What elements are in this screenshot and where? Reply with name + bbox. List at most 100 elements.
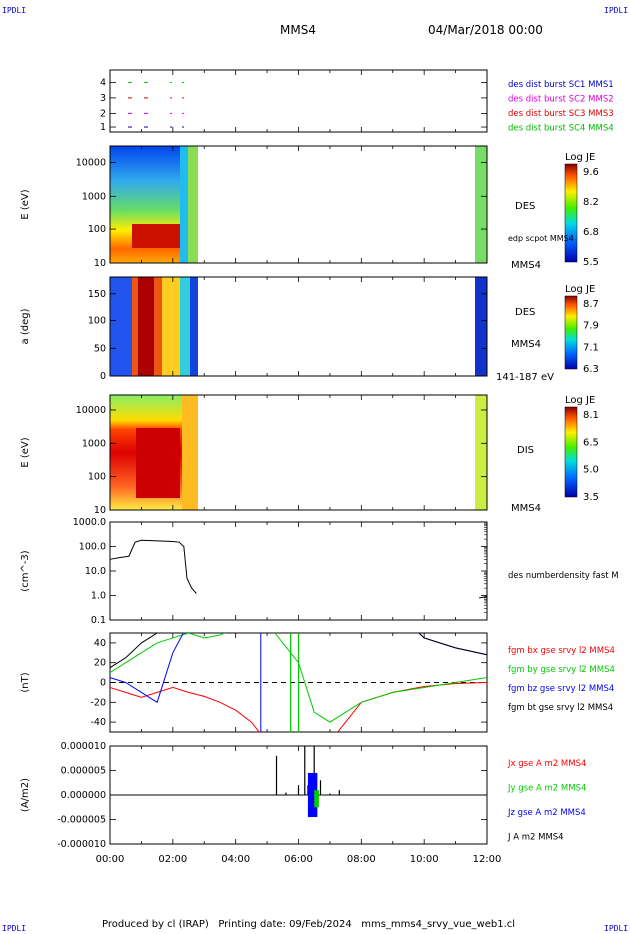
current-jz-burst (307, 772, 318, 818)
bfield-series-line (110, 633, 487, 723)
density-frame (109, 521, 488, 621)
dis-energy-ylabel: E (eV) (20, 437, 31, 467)
bfield-legend-entry: fgm bx gse srvy l2 MMS4 (508, 646, 615, 656)
bfield-series-line (110, 633, 487, 669)
des-energy-side-label: DES (515, 201, 535, 212)
des-energy-side-sub: edp scpot MMS4 (508, 234, 574, 243)
des-pitch-panel (109, 276, 488, 377)
bfield-legend-entry: fgm bz gse srvy l2 MMS4 (508, 684, 614, 694)
dis-energy-colorbar-tick: 5.0 (583, 465, 599, 476)
des-pitch-colorbar-tick: 6.3 (583, 364, 599, 375)
des-pitch-colorbar-title: Log JE (565, 284, 595, 295)
time-tick-label: 00:00 (96, 854, 125, 865)
y-tick-label: 100 (88, 472, 106, 483)
y-tick-label: 10 (94, 505, 106, 516)
y-tick-label: 1000.0 (73, 517, 106, 528)
availability-legend-entry: des dist burst SC2 MMS2 (508, 95, 614, 105)
bfield-legend-entry: fgm bt gse srvy l2 MMS4 (508, 703, 613, 713)
current-legend-entry: Jx gse A m2 MMS4 (507, 759, 586, 769)
y-tick-label: 100.0 (79, 542, 106, 553)
des-energy-side-bottom: MMS4 (511, 260, 541, 271)
corner-label-top-left: IPDLI (2, 6, 27, 15)
density-legend-entry: des numberdensity fast M (508, 571, 619, 581)
des-pitch-side-sub: MMS4 (511, 339, 541, 350)
y-tick-label: 0.000010 (61, 741, 106, 752)
des-energy-colorbar (564, 163, 578, 263)
dis-energy-colorbar-tick: 3.5 (583, 492, 599, 503)
y-tick-label: 2 (100, 108, 106, 119)
y-tick-label: 0.1 (91, 615, 106, 626)
des-pitch-spectrogram-d (162, 277, 180, 376)
availability-legend-entry: des dist burst SC3 MMS3 (508, 109, 614, 119)
des-energy-spectrogram-right (475, 146, 487, 263)
y-tick-label: 1 (100, 122, 106, 133)
y-tick-label: 0 (100, 371, 106, 382)
dis-energy-side-label: DIS (517, 445, 534, 456)
date-title: 04/Mar/2018 00:00 (428, 23, 543, 37)
dis-energy-spectrogram-c (182, 395, 198, 510)
des-pitch-spectrogram-c (138, 277, 154, 376)
des-energy-spectrogram-mid (180, 146, 188, 263)
corner-label-bottom-right: IPDLI (604, 924, 629, 933)
corner-label-top-right: IPDLI (604, 6, 629, 15)
time-tick-label: 08:00 (347, 854, 376, 865)
des-pitch-colorbar-tick: 7.9 (583, 321, 599, 332)
des-pitch-side-bottom: 141-187 eV (496, 372, 554, 383)
availability-frame (109, 69, 488, 133)
availability-panel (109, 69, 488, 133)
density-series-line (109, 539, 197, 594)
dis-energy-colorbar-tick: 8.1 (583, 410, 599, 421)
des-energy-hot-band (132, 224, 180, 248)
des-pitch-spectrogram-f (190, 277, 198, 376)
des-energy-panel (109, 145, 488, 264)
des-pitch-spectrogram-a (110, 277, 132, 376)
des-energy-colorbar-tick: 5.5 (583, 257, 599, 268)
current-legend-entry: J A m2 MMS4 (507, 833, 564, 843)
y-tick-label: -0.000005 (57, 815, 106, 826)
y-tick-label: 50 (94, 343, 106, 354)
y-tick-label: 150 (88, 289, 106, 300)
spacecraft-title: MMS4 (280, 23, 316, 37)
des-pitch-colorbar-tick: 8.7 (583, 299, 599, 310)
bfield-ylabel: (nT) (20, 672, 31, 692)
current-ylabel: (A/m2) (20, 778, 31, 812)
time-tick-label: 06:00 (284, 854, 313, 865)
y-tick-label: 20 (94, 658, 106, 669)
y-tick-label: 3 (100, 93, 106, 104)
y-tick-label: 4 (100, 77, 106, 88)
dis-energy-colorbar-tick: 6.5 (583, 437, 599, 448)
des-pitch-spectrogram-e (180, 277, 190, 376)
colorbars (564, 163, 578, 498)
y-tick-label: 1000 (82, 191, 106, 202)
y-tick-label: 10.0 (85, 566, 106, 577)
des-pitch-ylabel: a (deg) (20, 308, 31, 344)
dis-energy-colorbar-title: Log JE (565, 395, 595, 406)
availability-legend-entry: des dist burst SC1 MMS1 (508, 80, 614, 90)
dis-energy-spectrogram-core (136, 428, 180, 498)
density-panel (109, 521, 488, 621)
dis-energy-colorbar (564, 406, 578, 498)
dis-energy-panel (109, 394, 488, 511)
time-tick-label: 04:00 (221, 854, 250, 865)
des-energy-colorbar-title: Log JE (565, 152, 595, 163)
time-tick-label: 10:00 (410, 854, 439, 865)
y-tick-label: -0.000010 (57, 839, 106, 850)
des-pitch-side-label: DES (515, 307, 535, 318)
current-legend-entry: Jy gse A m2 MMS4 (507, 784, 586, 794)
availability-legend-entry: des dist burst SC4 MMS4 (508, 124, 614, 134)
y-tick-label: 1000 (82, 438, 106, 449)
des-energy-spectrogram-end (188, 146, 198, 263)
time-tick-label: 12:00 (473, 854, 502, 865)
des-energy-colorbar-tick: 8.2 (583, 197, 599, 208)
current-legend-entry: Jz gse A m2 MMS4 (507, 808, 586, 818)
bfield-legend-entry: fgm by gse srvy l2 MMS4 (508, 665, 615, 675)
y-tick-label: 0.000000 (61, 790, 106, 801)
dis-energy-spectrogram-right (475, 395, 487, 510)
des-pitch-colorbar (564, 295, 578, 370)
y-tick-label: 10 (94, 258, 106, 269)
footer-text: Produced by cl (IRAP) Printing date: 09/… (102, 919, 516, 930)
dis-energy-spectrogram-a (110, 395, 132, 510)
dis-energy-side-bottom: MMS4 (511, 503, 541, 514)
y-tick-label: 100 (88, 316, 106, 327)
